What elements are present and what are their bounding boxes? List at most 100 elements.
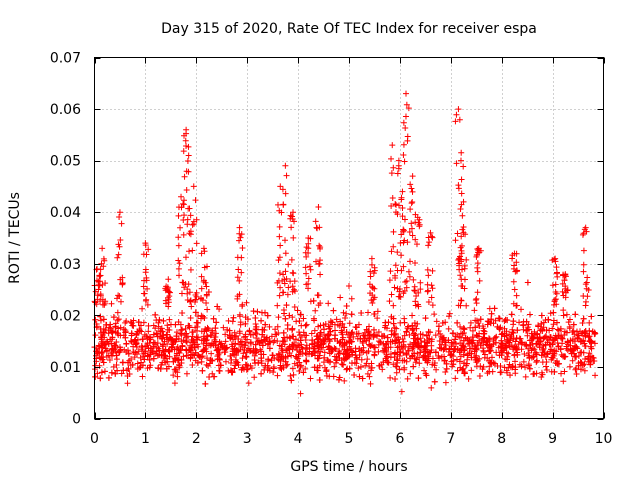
data-point <box>431 360 438 367</box>
data-point <box>238 254 245 261</box>
data-point <box>477 342 484 349</box>
data-point <box>250 308 257 315</box>
data-point <box>192 197 199 204</box>
data-point <box>190 220 197 227</box>
data-point <box>428 233 435 240</box>
data-point <box>150 355 157 362</box>
x-tick-labels: 0 1 2 3 4 5 6 7 8 9 10 <box>90 431 612 447</box>
data-point <box>422 343 429 350</box>
data-point <box>256 337 263 344</box>
data-point <box>512 366 519 373</box>
data-point <box>415 375 422 382</box>
data-point <box>288 352 295 359</box>
data-point <box>155 323 162 330</box>
data-point <box>422 315 429 322</box>
data-point <box>289 325 296 332</box>
data-point <box>472 343 479 350</box>
data-point <box>285 284 292 291</box>
data-point <box>214 303 221 310</box>
data-point <box>303 281 310 288</box>
data-point <box>277 183 284 190</box>
data-point <box>281 341 288 348</box>
data-point <box>122 334 129 341</box>
data-point <box>181 173 188 180</box>
data-point <box>282 354 289 361</box>
data-point <box>395 162 402 169</box>
data-point <box>467 345 474 352</box>
data-point <box>409 188 416 195</box>
data-point <box>531 346 538 353</box>
data-point <box>165 296 172 303</box>
data-point <box>429 302 436 309</box>
data-point <box>424 359 431 366</box>
data-point <box>227 334 234 341</box>
data-point <box>177 330 184 337</box>
data-point <box>110 314 117 321</box>
data-point <box>146 334 153 341</box>
data-point <box>458 247 465 254</box>
data-point <box>277 284 284 291</box>
data-point <box>180 337 187 344</box>
data-point <box>174 357 181 364</box>
data-point <box>162 297 169 304</box>
data-point <box>424 281 431 288</box>
data-point <box>538 369 545 376</box>
data-point <box>242 320 249 327</box>
data-point <box>412 236 419 243</box>
data-point <box>504 336 511 343</box>
data-point <box>203 337 210 344</box>
data-point <box>518 339 525 346</box>
data-point <box>392 201 399 208</box>
data-point <box>229 318 236 325</box>
data-point <box>442 368 449 375</box>
data-point <box>266 338 273 345</box>
data-point <box>368 255 375 262</box>
data-point <box>231 365 238 372</box>
data-point <box>485 318 492 325</box>
data-point <box>238 338 245 345</box>
data-point <box>272 326 279 333</box>
data-point <box>164 331 171 338</box>
data-point <box>158 351 165 358</box>
data-point <box>209 327 216 334</box>
data-point <box>341 377 348 384</box>
data-point <box>357 363 364 370</box>
data-point <box>184 157 191 164</box>
data-point <box>457 253 464 260</box>
data-point <box>394 344 401 351</box>
data-point <box>501 325 508 332</box>
data-point <box>497 363 504 370</box>
data-point <box>280 201 287 208</box>
data-point <box>356 352 363 359</box>
data-point <box>371 311 378 318</box>
data-point <box>547 310 554 317</box>
data-point <box>297 363 304 370</box>
data-point <box>524 327 531 334</box>
data-point <box>374 308 381 315</box>
data-point <box>189 351 196 358</box>
data-point <box>566 325 573 332</box>
data-point <box>537 337 544 344</box>
data-point <box>315 302 322 309</box>
data-point <box>392 363 399 370</box>
data-point <box>416 360 423 367</box>
data-point <box>266 323 273 330</box>
data-point <box>237 234 244 241</box>
data-point <box>152 325 159 332</box>
data-point <box>513 268 520 275</box>
data-point <box>370 332 377 339</box>
data-point <box>436 344 443 351</box>
data-point <box>105 327 112 334</box>
data-point <box>158 335 165 342</box>
data-point <box>92 316 99 323</box>
data-point <box>520 358 527 365</box>
data-point <box>385 319 392 326</box>
data-point <box>201 315 208 322</box>
data-point <box>300 369 307 376</box>
data-point <box>400 119 407 126</box>
data-point <box>458 190 465 197</box>
data-point <box>435 355 442 362</box>
data-point <box>185 281 192 288</box>
data-point <box>586 319 593 326</box>
data-point <box>585 358 592 365</box>
